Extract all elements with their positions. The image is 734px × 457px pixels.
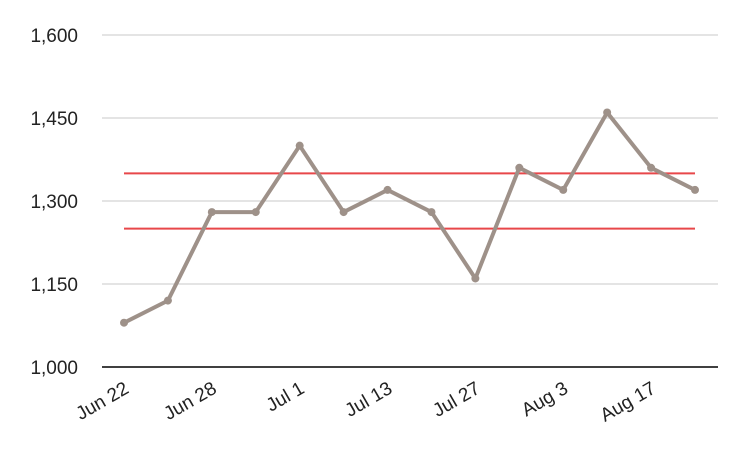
x-tick-label: Aug 17 [597,378,660,426]
y-tick-label: 1,300 [30,192,78,213]
x-tick-label: Jul 27 [429,378,483,422]
y-tick-label: 1,150 [30,275,78,296]
x-tick-label: Jul 1 [263,378,308,416]
gridlines [102,34,718,285]
data-point [691,185,699,194]
data-point [295,141,304,150]
data-point [251,208,260,217]
data-point [383,185,392,194]
series-line-layer [120,108,699,327]
data-point [515,163,524,172]
y-tick-label: 1,000 [30,358,78,379]
data-point [603,108,612,117]
x-tick-label: Jul 13 [342,378,396,422]
data-point [647,163,656,172]
data-point [339,208,348,217]
x-tick-label: Aug 3 [518,378,572,421]
y-tick-label: 1,450 [30,109,78,130]
data-point [120,318,128,327]
data-point [427,208,436,217]
x-tick-labels: Jun 22 Jun 28 Jul 1 Jul 13 Jul 27 Aug 3 Aug 17 [73,378,660,426]
data-point [471,274,480,283]
data-point [559,185,568,194]
reference-lines [124,172,695,230]
data-point [163,296,172,305]
y-tick-labels: 1,000 1,150 1,300 1,450 1,600 [30,26,78,379]
y-tick-label: 1,600 [30,26,78,47]
data-point [207,208,216,217]
x-tick-label: Jun 28 [160,378,220,425]
series-line [122,110,697,325]
x-tick-label: Jun 22 [73,378,133,425]
